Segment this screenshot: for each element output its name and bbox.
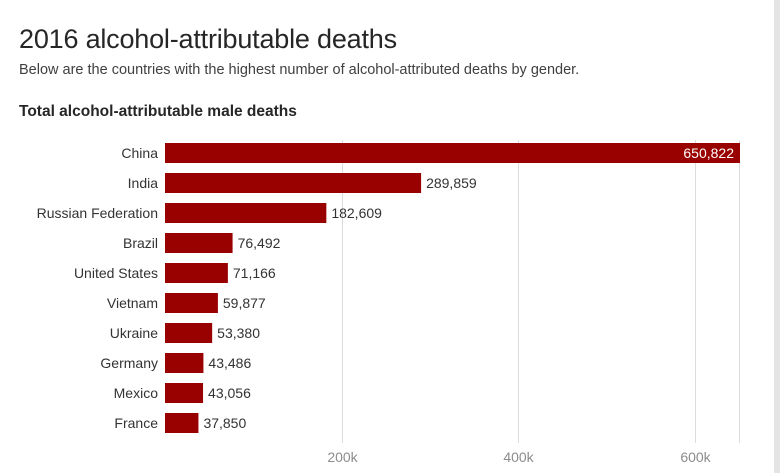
data-label: 43,486 [208, 355, 251, 371]
data-label: 76,492 [238, 235, 281, 251]
bar [165, 293, 218, 313]
window-edge [774, 0, 780, 473]
bar [165, 143, 740, 163]
data-label: 59,877 [223, 295, 266, 311]
category-label: Brazil [123, 235, 158, 251]
page-subtitle: Below are the countries with the highest… [19, 62, 580, 78]
category-label: Mexico [114, 385, 159, 401]
bars [165, 143, 740, 433]
data-label: 182,609 [331, 205, 382, 221]
category-label: Ukraine [110, 325, 158, 341]
x-tick-label: 400k [503, 449, 534, 465]
data-label: 53,380 [217, 325, 260, 341]
bar [165, 383, 204, 403]
chart-title: Total alcohol-attributable male deaths [19, 103, 297, 120]
data-label: 37,850 [203, 415, 246, 431]
x-tick-label: 200k [327, 449, 358, 465]
labels: China 650,822 India 289,859 Russian Federati… [37, 145, 735, 431]
bar [165, 233, 233, 253]
data-label: 43,056 [208, 385, 251, 401]
category-label: Germany [100, 355, 158, 371]
category-label: Russian Federation [37, 205, 158, 221]
x-axis-ticks: 200k 400k 600k [327, 449, 711, 465]
bar [165, 203, 327, 223]
data-label: 71,166 [233, 265, 276, 281]
category-label: India [128, 175, 159, 191]
category-label: France [114, 415, 158, 431]
page-title: 2016 alcohol-attributable deaths [19, 24, 397, 54]
data-label: 650,822 [683, 145, 734, 161]
bar [165, 173, 422, 193]
category-label: United States [74, 265, 158, 281]
bar [165, 353, 204, 373]
x-tick-label: 600k [680, 449, 711, 465]
category-label: Vietnam [107, 295, 158, 311]
bar [165, 263, 228, 283]
bar [165, 413, 199, 433]
category-label: China [121, 145, 158, 161]
data-label: 289,859 [426, 175, 477, 191]
bar [165, 323, 213, 343]
